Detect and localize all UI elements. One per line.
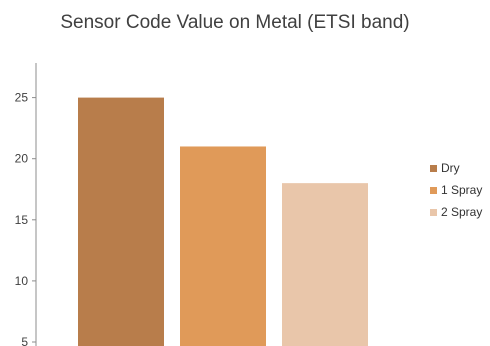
bars — [78, 97, 368, 346]
bar-1-spray — [180, 146, 266, 346]
y-tick-label: 5 — [21, 335, 28, 346]
legend-label: 2 Spray — [441, 205, 482, 219]
bar-dry — [78, 97, 164, 346]
chart-title: Sensor Code Value on Metal (ETSI band) — [60, 12, 409, 33]
legend-swatch — [430, 165, 437, 172]
legend: Dry 1 Spray 2 Spray — [430, 161, 482, 219]
legend-label: 1 Spray — [441, 183, 482, 197]
y-tick-label: 15 — [15, 213, 29, 227]
legend-label: Dry — [441, 161, 460, 175]
y-tick-label: 10 — [15, 274, 29, 288]
bar-2-spray — [282, 183, 368, 346]
y-axis: 5 10 15 20 25 — [15, 63, 37, 346]
y-tick-label: 20 — [15, 152, 29, 166]
y-tick-label: 25 — [15, 91, 29, 105]
legend-swatch — [430, 187, 437, 194]
legend-swatch — [430, 209, 437, 216]
